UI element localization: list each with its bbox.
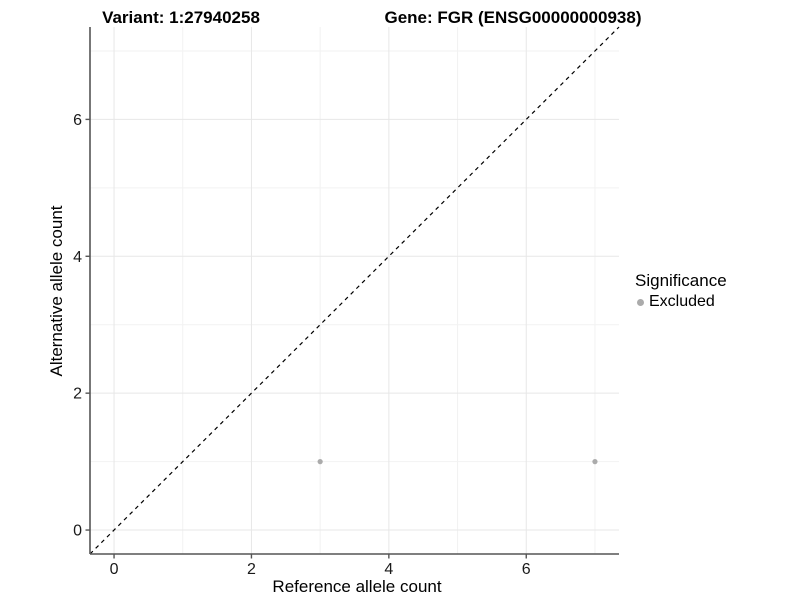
major-gridlines [90, 27, 619, 554]
identity-reference-line [89, 26, 620, 555]
y-axis-title: Alternative allele count [47, 205, 66, 377]
svg-text:2: 2 [247, 561, 256, 578]
data-point [592, 459, 598, 465]
svg-text:6: 6 [73, 112, 82, 129]
x-axis-title: Reference allele count [272, 577, 442, 596]
svg-text:0: 0 [110, 561, 119, 578]
y-tick-labels: 0 2 4 6 [73, 112, 82, 540]
gene-title: Gene: FGR (ENSG00000000938) [384, 8, 642, 27]
data-points [317, 459, 598, 465]
svg-text:2: 2 [73, 386, 82, 403]
x-tick-marks [113, 554, 527, 559]
minor-gridlines [90, 27, 619, 554]
legend-title: Significance [635, 271, 727, 290]
svg-text:4: 4 [73, 249, 82, 266]
y-tick-marks [85, 118, 90, 531]
x-tick-labels: 0 2 4 6 [110, 561, 531, 578]
point-icon [637, 298, 644, 306]
data-point [317, 459, 323, 465]
variant-title: Variant: 1:27940258 [102, 8, 260, 27]
svg-text:4: 4 [384, 561, 393, 578]
legend-item-label: Excluded [649, 293, 715, 310]
legend: Significance Excluded [635, 271, 727, 311]
svg-text:0: 0 [73, 523, 82, 540]
legend-item-excluded: Excluded [635, 293, 727, 311]
svg-text:6: 6 [522, 561, 531, 578]
